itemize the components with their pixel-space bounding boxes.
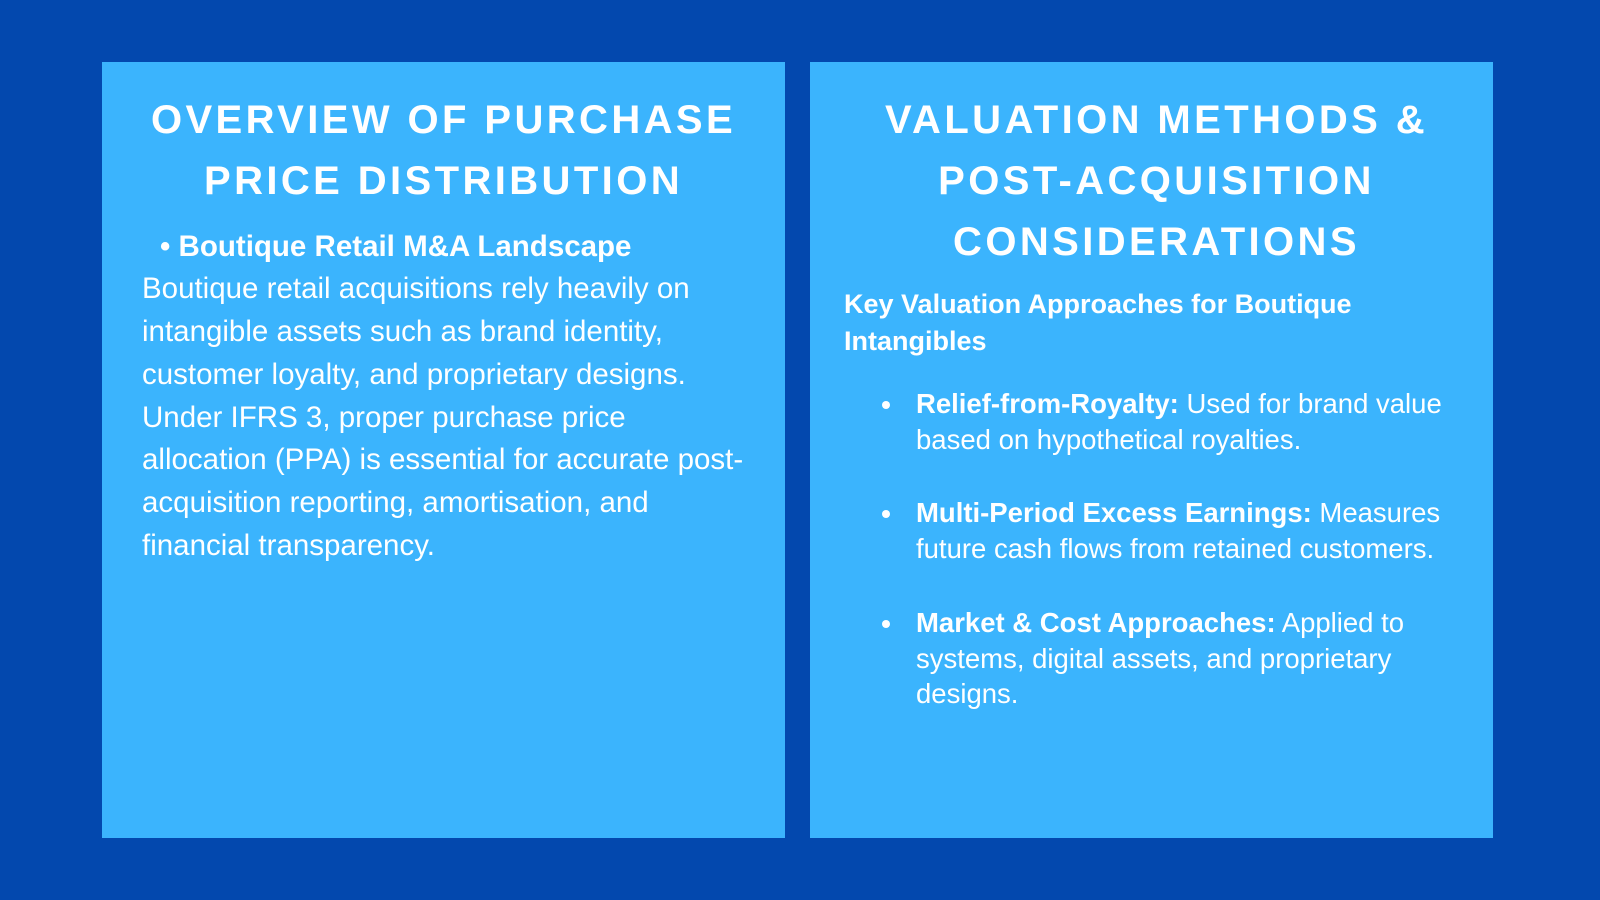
left-lead-label: Boutique Retail M&A Landscape	[178, 229, 632, 263]
bullet-dot-icon	[882, 400, 890, 409]
card-overview-of-purchase-price-distribution: OVERVIEW OF PURCHASE PRICE DISTRIBUTION …	[102, 62, 785, 838]
cards-container: OVERVIEW OF PURCHASE PRICE DISTRIBUTION …	[102, 62, 1493, 838]
right-card-title: VALUATION METHODS & POST-ACQUISITION CON…	[884, 98, 1429, 264]
list-item: Relief-from-Royalty: Used for brand valu…	[870, 386, 1471, 458]
bullet-label: Multi-Period Excess Earnings:	[916, 497, 1312, 529]
valuation-approaches-list: Relief-from-Royalty: Used for brand valu…	[842, 386, 1471, 712]
right-card-subheading: Key Valuation Approaches for Boutique In…	[844, 289, 1352, 357]
list-item: Market & Cost Approaches: Applied to sys…	[870, 605, 1471, 712]
left-bullet-glyph: •	[160, 229, 171, 263]
left-body-text: Boutique retail acquisitions rely heavil…	[142, 272, 744, 562]
bullet-dot-icon	[882, 619, 890, 628]
bullet-text: Applied to systems, digital assets, and …	[916, 606, 1405, 710]
bullet-label: Relief-from-Royalty:	[916, 387, 1179, 419]
left-card-paragraph: • Boutique Retail M&A Landscape Boutique…	[134, 226, 753, 568]
card-valuation-methods-and-post-acquisition-considerations: VALUATION METHODS & POST-ACQUISITION CON…	[810, 62, 1493, 838]
left-card-title: OVERVIEW OF PURCHASE PRICE DISTRIBUTION	[150, 98, 737, 203]
bullet-dot-icon	[882, 510, 890, 519]
bullet-label: Market & Cost Approaches:	[916, 606, 1276, 638]
bullet-text: Measures future cash flows from retained…	[916, 497, 1441, 565]
list-item: Multi-Period Excess Earnings: Measures f…	[870, 495, 1471, 567]
bullet-text: Used for brand value based on hypothetic…	[916, 387, 1442, 455]
